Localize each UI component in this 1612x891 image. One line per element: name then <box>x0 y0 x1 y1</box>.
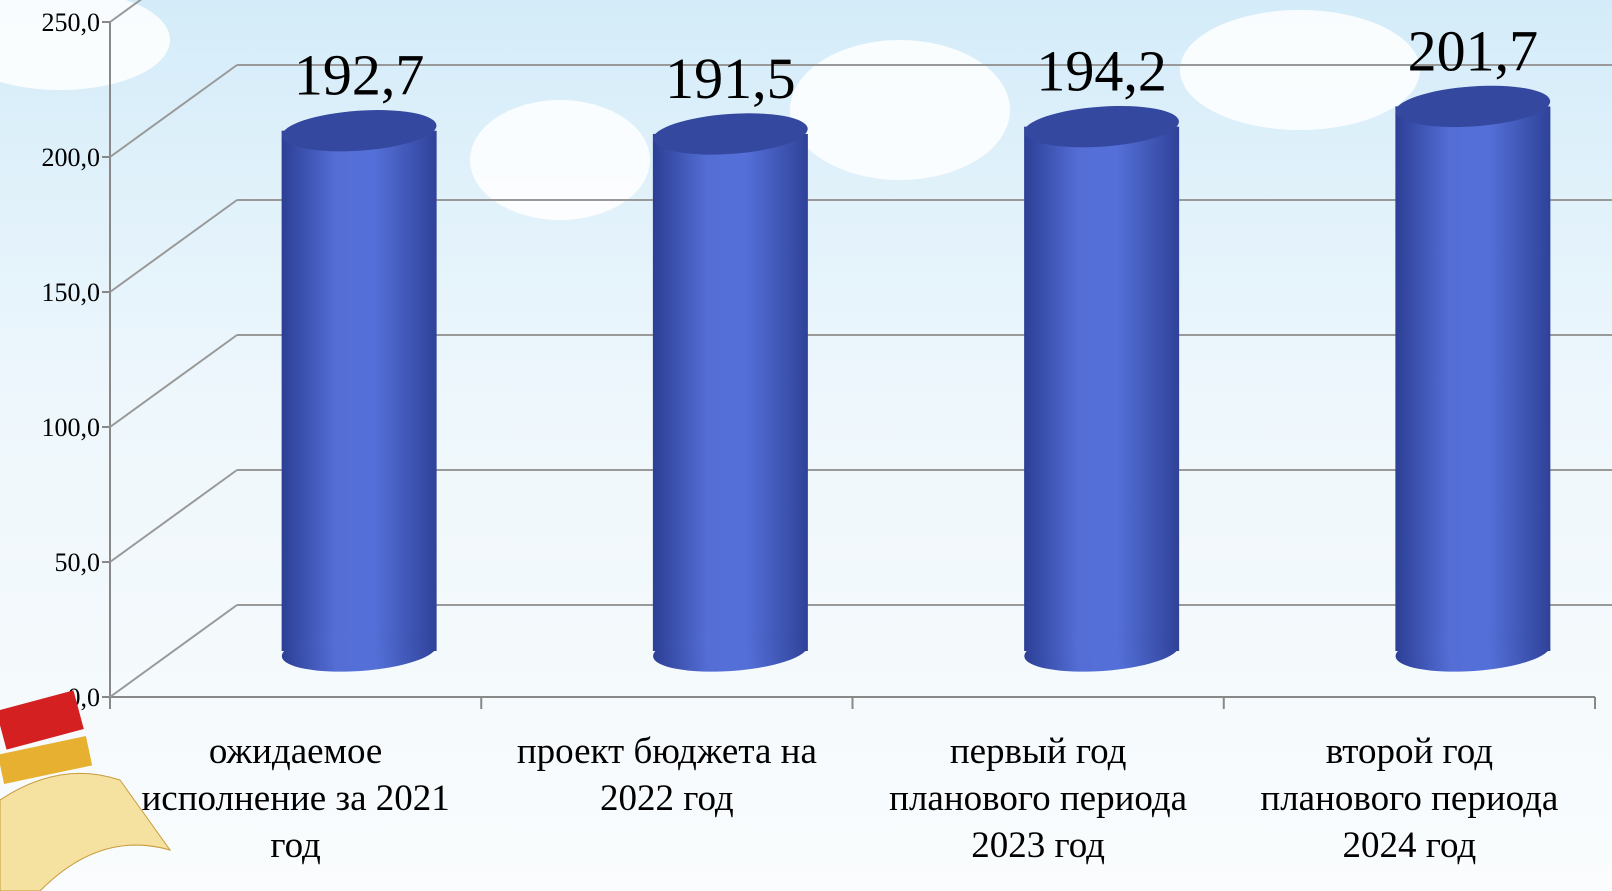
grid-line <box>109 604 238 698</box>
x-tick-label: второй год планового периода 2024 год <box>1260 731 1559 866</box>
cylinder-body <box>652 133 808 651</box>
y-tick-label: 200,0 <box>42 143 101 172</box>
cylinder-top <box>281 110 437 152</box>
grid-line <box>109 334 238 428</box>
grid-line <box>109 64 238 158</box>
y-tick-label: 250,0 <box>42 8 101 37</box>
grid-line <box>109 199 238 293</box>
x-tick-label: проект бюджета на 2022 год <box>516 731 817 819</box>
clouds <box>0 0 1420 220</box>
cylinder-bottom <box>1395 630 1551 672</box>
x-tick-label: ожидаемое исполнение за 2021 год <box>141 731 450 866</box>
grid-line <box>109 469 238 563</box>
y-tick-label: 50,0 <box>55 548 101 577</box>
value-label: 191,5 <box>665 46 796 111</box>
value-label: 194,2 <box>1036 39 1167 104</box>
cylinder-bottom <box>653 630 808 672</box>
cylinder-top <box>1024 105 1179 148</box>
books-decoration <box>0 690 172 891</box>
cylinder-body <box>281 130 437 651</box>
y-tick-label: 150,0 <box>42 278 101 307</box>
cylinder-top <box>653 113 808 155</box>
cylinder-body <box>1024 126 1180 651</box>
value-label: 192,7 <box>294 43 425 108</box>
cylinder-bottom <box>281 630 437 672</box>
grid-line <box>109 0 143 23</box>
y-tick-label: 100,0 <box>42 413 101 442</box>
cylinder-top <box>1395 85 1551 128</box>
value-label: 201,7 <box>1408 18 1539 83</box>
cylinder-body <box>1395 106 1551 651</box>
cylinder-bottom <box>1024 630 1179 672</box>
x-tick-label: первый год планового периода 2023 год <box>889 731 1188 866</box>
